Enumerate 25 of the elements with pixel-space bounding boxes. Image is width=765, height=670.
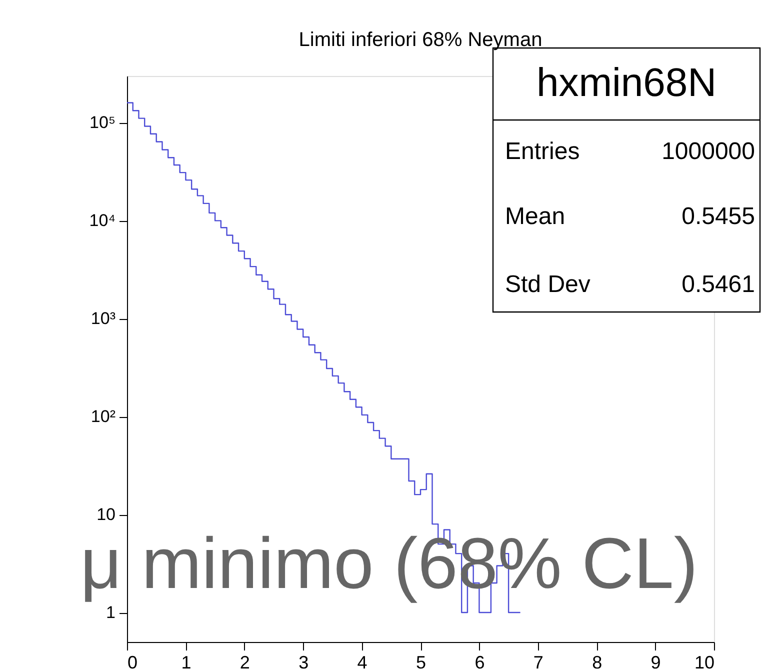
annotation: hxmin68N <box>536 61 717 105</box>
y-tick-label: 10² <box>90 407 116 426</box>
y-tick-label: 10⁵ <box>90 113 116 132</box>
x-tick-label: 9 <box>650 652 661 670</box>
annotation: 0.5461 <box>682 271 755 298</box>
x-tick-label: 8 <box>592 652 602 670</box>
x-tick-label: 0 <box>128 652 138 670</box>
x-tick-label: 1 <box>181 652 192 670</box>
x-tick-label: 5 <box>416 652 426 670</box>
y-tick-label: 10 <box>96 505 116 524</box>
x-tick-label: 6 <box>474 652 485 670</box>
x-tick-label: 10 <box>694 652 714 670</box>
annotation: Entries <box>505 138 580 165</box>
annotation: 0.5455 <box>682 203 755 230</box>
y-tick-label: 10³ <box>90 309 116 328</box>
y-tick-label: 1 <box>106 603 116 622</box>
y-tick-label: 10⁴ <box>89 211 116 230</box>
x-tick-label: 7 <box>533 652 544 670</box>
annotation: Std Dev <box>505 271 590 298</box>
annotation: 1000000 <box>662 138 755 165</box>
x-tick-label: 2 <box>240 652 250 670</box>
x-tick-label: 3 <box>298 652 309 670</box>
annotation: Mean <box>505 203 566 230</box>
chart-title: Limiti inferiori 68% Neyman <box>298 29 542 51</box>
x-tick-label: 4 <box>357 652 368 670</box>
